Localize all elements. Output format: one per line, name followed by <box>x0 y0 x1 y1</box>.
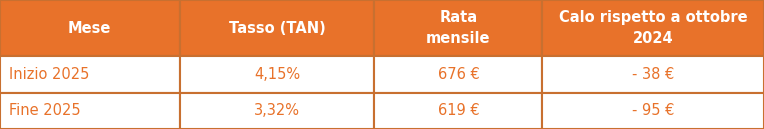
Text: Mese: Mese <box>68 21 112 36</box>
Text: - 95 €: - 95 € <box>632 103 675 118</box>
Text: Calo rispetto a ottobre
2024: Calo rispetto a ottobre 2024 <box>559 10 747 46</box>
Bar <box>180 93 374 129</box>
Text: - 38 €: - 38 € <box>632 67 675 82</box>
Bar <box>180 56 374 93</box>
Bar <box>542 56 764 93</box>
Text: 3,32%: 3,32% <box>254 103 300 118</box>
Bar <box>0 56 180 93</box>
Bar <box>0 0 180 56</box>
Bar <box>374 93 542 129</box>
Text: Fine 2025: Fine 2025 <box>9 103 81 118</box>
Text: 4,15%: 4,15% <box>254 67 300 82</box>
Bar <box>0 93 180 129</box>
Bar <box>374 0 542 56</box>
Text: 619 €: 619 € <box>438 103 479 118</box>
Bar <box>180 0 374 56</box>
Text: Tasso (TAN): Tasso (TAN) <box>228 21 325 36</box>
Text: 676 €: 676 € <box>438 67 479 82</box>
Text: Rata
mensile: Rata mensile <box>426 10 490 46</box>
Text: Inizio 2025: Inizio 2025 <box>9 67 89 82</box>
Bar <box>374 56 542 93</box>
Bar <box>542 93 764 129</box>
Bar <box>542 0 764 56</box>
